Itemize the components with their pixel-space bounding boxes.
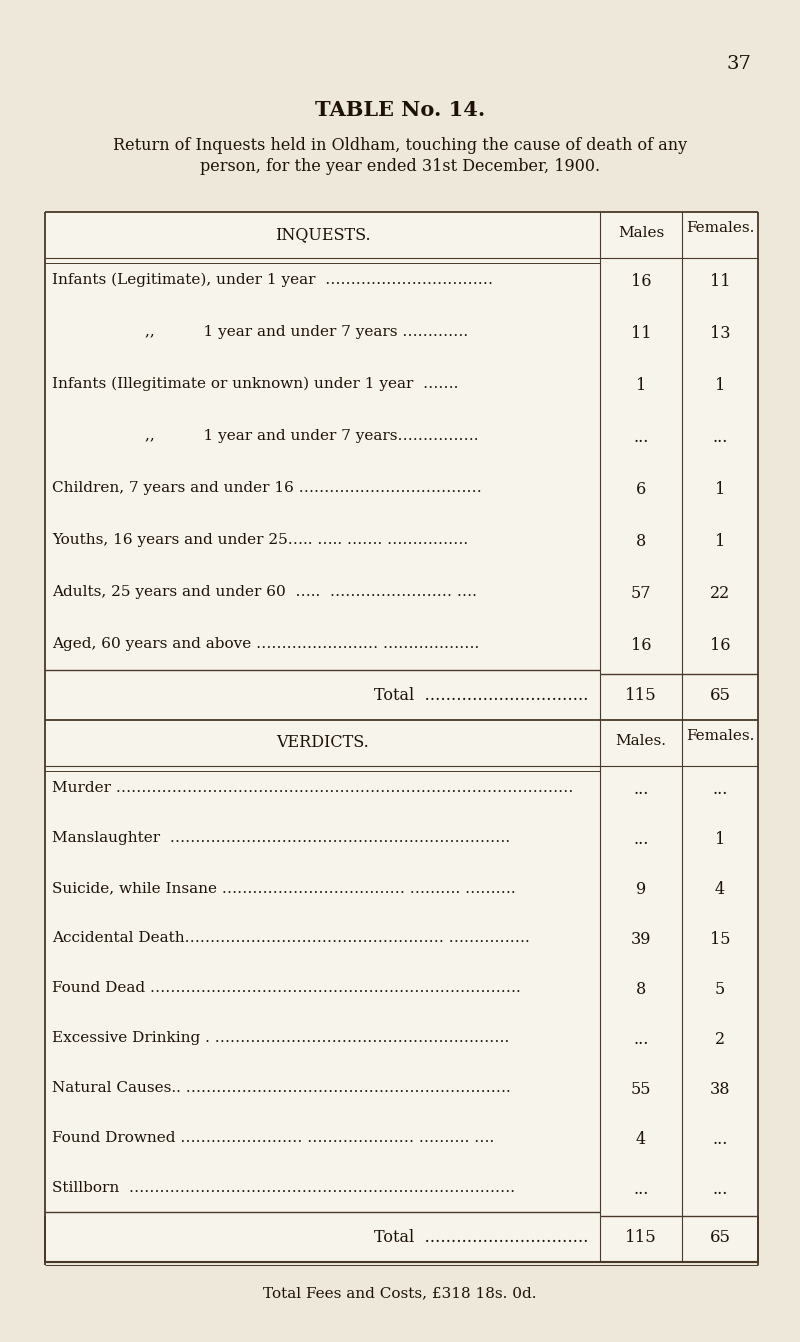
Text: Adults, 25 years and under 60  …..  …………………… ….: Adults, 25 years and under 60 ….. ………………… — [52, 585, 477, 599]
Text: 16: 16 — [630, 272, 651, 290]
Text: Excessive Drinking . ………………………………………………….: Excessive Drinking . …………………………………………………… — [52, 1031, 510, 1045]
Text: ...: ... — [634, 781, 649, 798]
Text: Return of Inquests held in Oldham, touching the cause of death of any: Return of Inquests held in Oldham, touch… — [113, 137, 687, 154]
Text: ...: ... — [634, 1181, 649, 1198]
Text: ...: ... — [634, 429, 649, 446]
Text: person, for the year ended 31st December, 1900.: person, for the year ended 31st December… — [200, 158, 600, 174]
Text: 38: 38 — [710, 1082, 730, 1098]
Text: 55: 55 — [630, 1082, 651, 1098]
Bar — [45, 212, 758, 1261]
Text: 4: 4 — [715, 880, 725, 898]
Text: 1: 1 — [715, 377, 725, 395]
Text: ...: ... — [712, 1131, 728, 1147]
Text: Stillborn  ………………………………………………………………….: Stillborn …………………………………………………………………. — [52, 1181, 515, 1194]
Text: ,,          1 year and under 7 years…………….: ,, 1 year and under 7 years……………. — [145, 429, 478, 443]
Text: Suicide, while Insane ……………………………… ………. ……….: Suicide, while Insane ……………………………… ………. … — [52, 880, 516, 895]
Text: 6: 6 — [636, 480, 646, 498]
Text: 8: 8 — [636, 533, 646, 550]
Text: ...: ... — [712, 781, 728, 798]
Text: ...: ... — [712, 429, 728, 446]
Text: Aged, 60 years and above …………………… ……………….: Aged, 60 years and above …………………… ………………… — [52, 637, 479, 651]
Text: VERDICTS.: VERDICTS. — [276, 734, 369, 752]
Text: 16: 16 — [710, 637, 730, 654]
Text: 115: 115 — [625, 1229, 657, 1245]
Text: Males: Males — [618, 225, 664, 240]
Text: Found Drowned …………………… ………………… ………. ….: Found Drowned …………………… ………………… ………. …. — [52, 1131, 494, 1145]
Text: ,,          1 year and under 7 years ………….: ,, 1 year and under 7 years …………. — [145, 325, 468, 340]
Text: Total  ………………………….: Total …………………………. — [374, 1229, 588, 1245]
Text: ...: ... — [712, 1181, 728, 1198]
Text: 2: 2 — [715, 1031, 725, 1048]
Text: Infants (Legitimate), under 1 year  ……………………………: Infants (Legitimate), under 1 year ……………… — [52, 272, 493, 287]
Text: Males.: Males. — [615, 734, 666, 747]
Text: 9: 9 — [636, 880, 646, 898]
Text: Females.: Females. — [686, 221, 754, 235]
Text: Murder ………………………………………………………………………………: Murder ……………………………………………………………………………… — [52, 781, 574, 794]
Text: Youths, 16 years and under 25….. ….. ……. …………….: Youths, 16 years and under 25….. ….. …….… — [52, 533, 468, 548]
Text: ...: ... — [634, 831, 649, 848]
Text: 16: 16 — [630, 637, 651, 654]
Text: 15: 15 — [710, 931, 730, 947]
Text: 11: 11 — [710, 272, 730, 290]
Text: 13: 13 — [710, 325, 730, 342]
Text: 4: 4 — [636, 1131, 646, 1147]
Text: 65: 65 — [710, 1229, 730, 1245]
Text: Infants (Illegitimate or unknown) under 1 year  …….: Infants (Illegitimate or unknown) under … — [52, 377, 458, 392]
Text: 5: 5 — [715, 981, 725, 998]
Text: 39: 39 — [630, 931, 651, 947]
Text: Natural Causes.. ……………………………………………………….: Natural Causes.. ………………………………………………………. — [52, 1082, 510, 1095]
Text: Females.: Females. — [686, 729, 754, 743]
Text: Children, 7 years and under 16 ………………………………: Children, 7 years and under 16 ………………………… — [52, 480, 482, 495]
Text: TABLE No. 14.: TABLE No. 14. — [315, 101, 485, 119]
Text: Found Dead ……………………………………………………………….: Found Dead ………………………………………………………………. — [52, 981, 521, 994]
Text: 57: 57 — [630, 585, 651, 603]
Text: 1: 1 — [715, 831, 725, 848]
Text: 115: 115 — [625, 687, 657, 705]
Text: 1: 1 — [715, 480, 725, 498]
Text: ...: ... — [634, 1031, 649, 1048]
Text: 37: 37 — [726, 55, 751, 72]
Text: Total Fees and Costs, £318 18s. 0d.: Total Fees and Costs, £318 18s. 0d. — [263, 1286, 537, 1300]
Text: Accidental Death…………………………………………… …………….: Accidental Death…………………………………………… ……………. — [52, 931, 530, 945]
Text: 1: 1 — [715, 533, 725, 550]
Text: 22: 22 — [710, 585, 730, 603]
Text: Manslaughter  ………………………………………………………….: Manslaughter …………………………………………………………. — [52, 831, 510, 845]
Text: 1: 1 — [636, 377, 646, 395]
Text: Total  ………………………….: Total …………………………. — [374, 687, 588, 705]
Text: INQUESTS.: INQUESTS. — [274, 225, 370, 243]
Text: 8: 8 — [636, 981, 646, 998]
Text: 11: 11 — [630, 325, 651, 342]
Text: 65: 65 — [710, 687, 730, 705]
